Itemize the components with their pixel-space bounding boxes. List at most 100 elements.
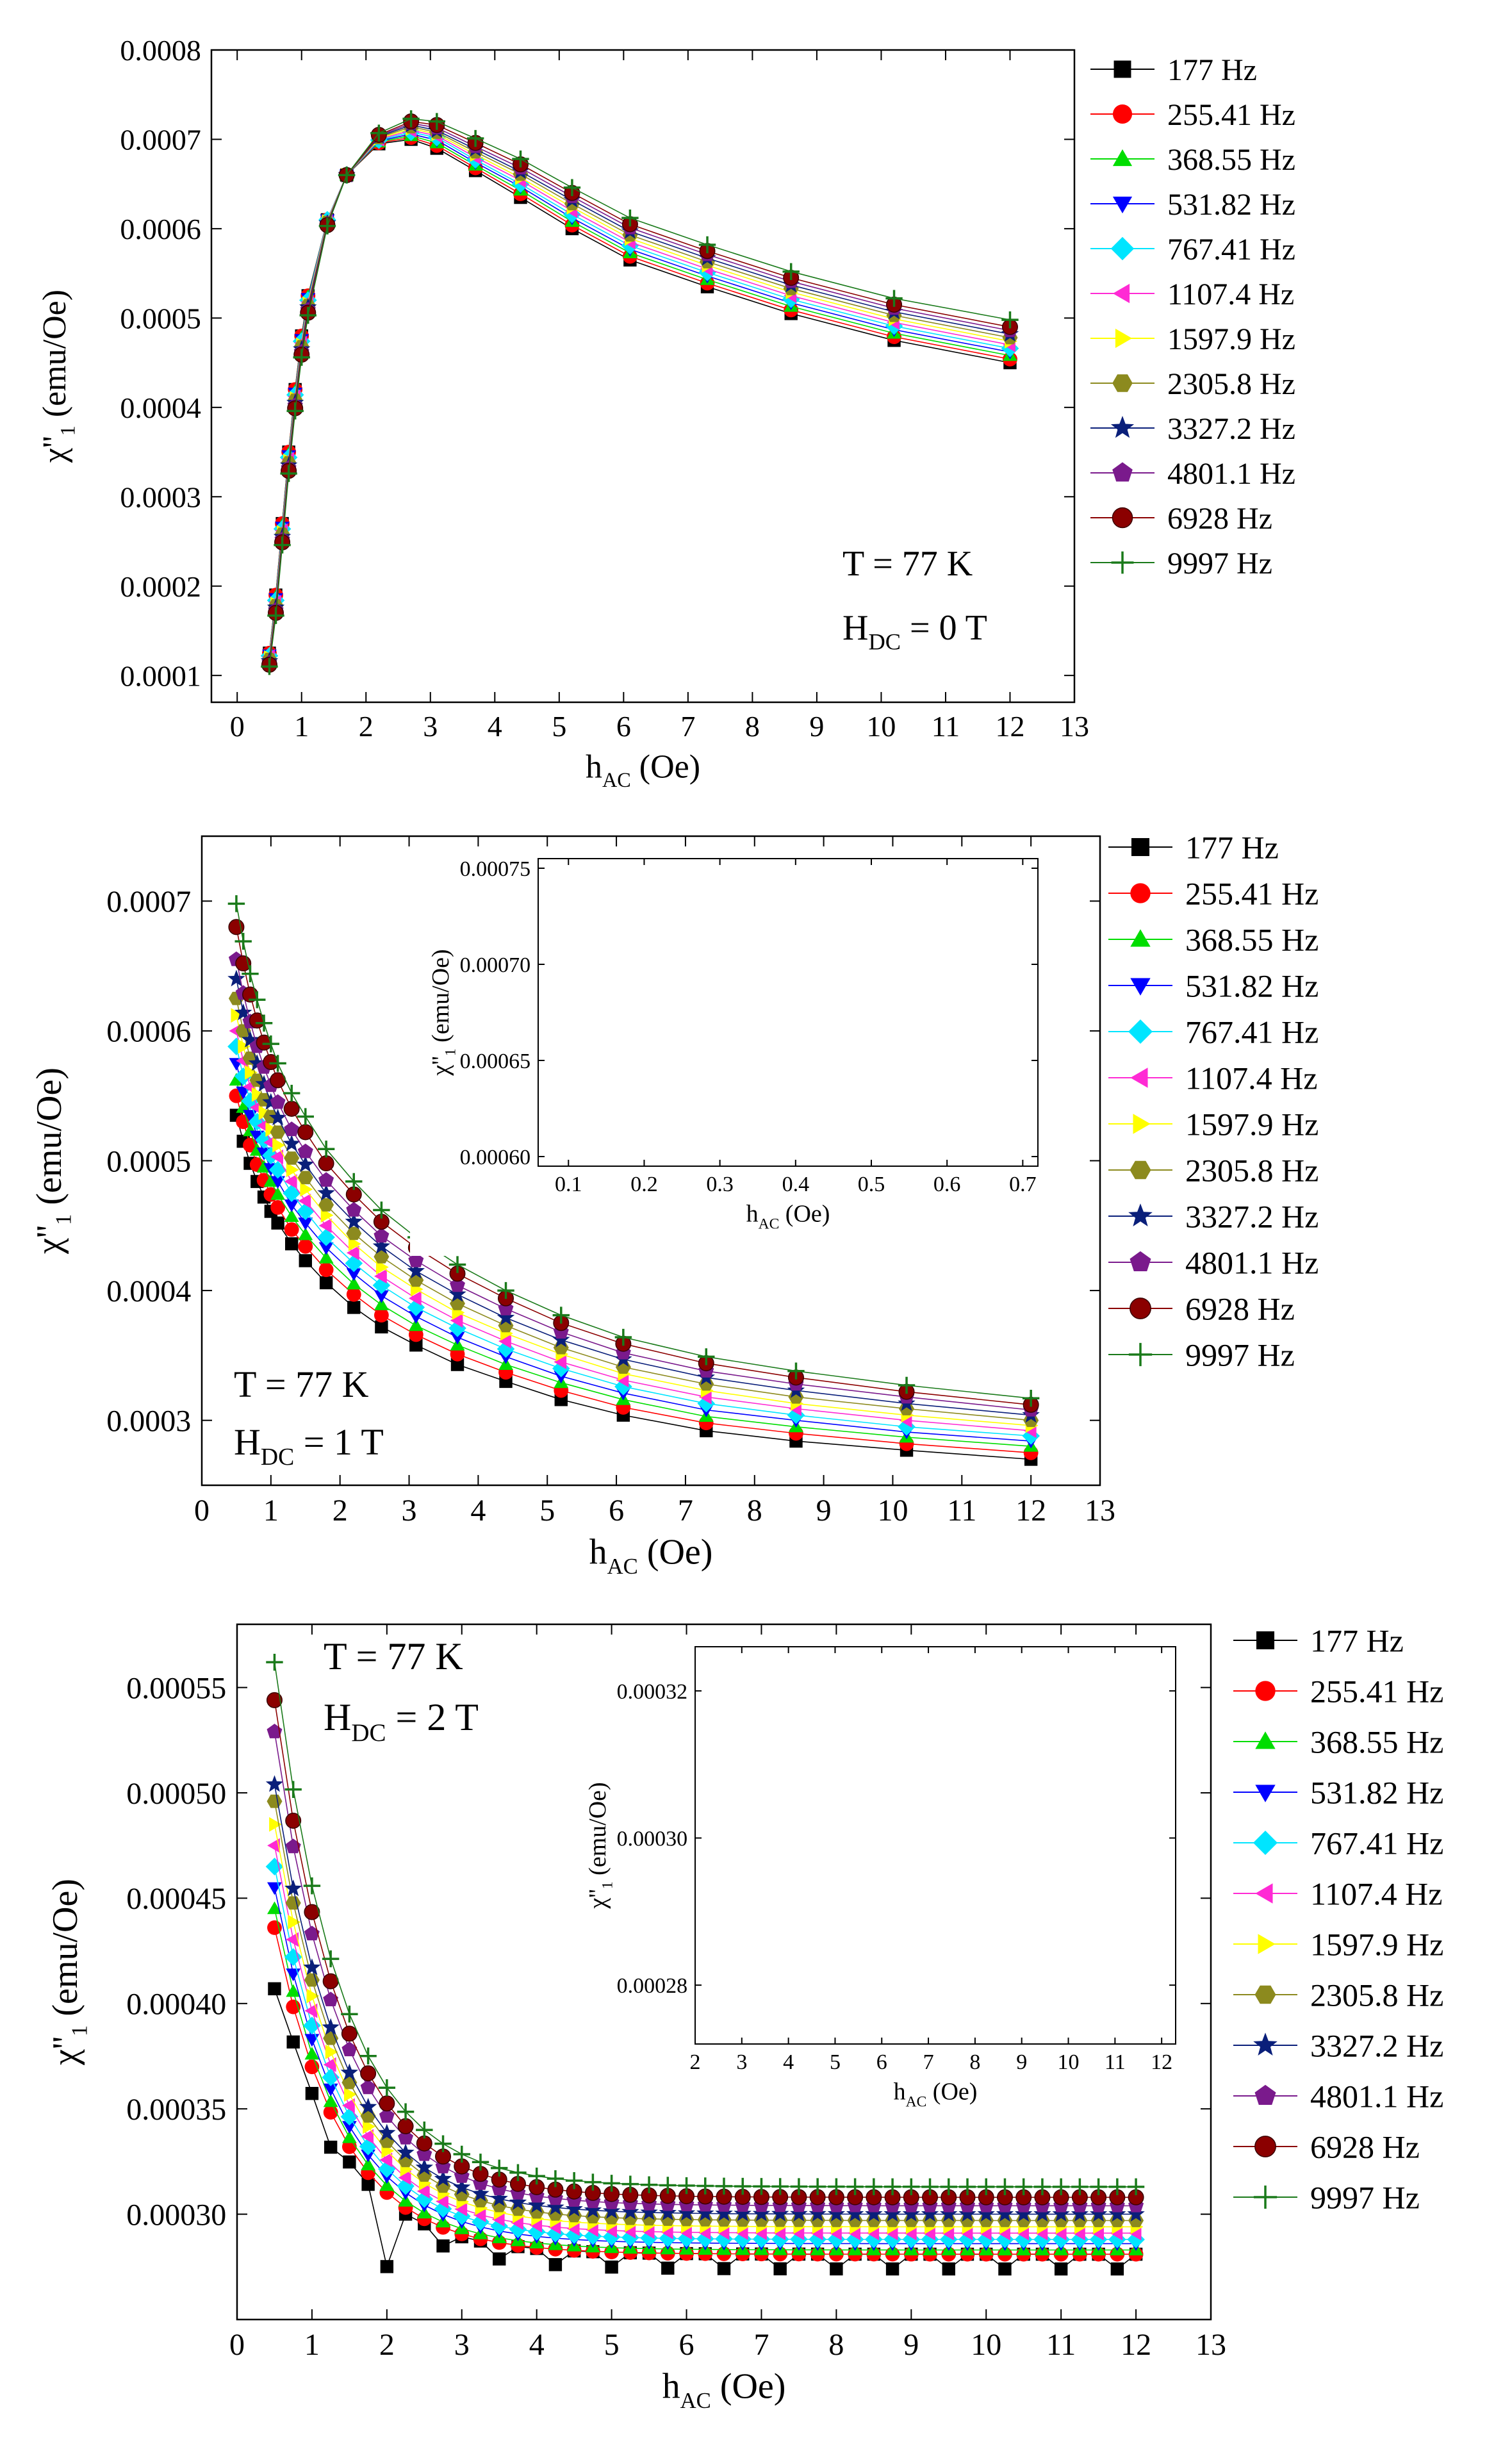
data-point — [903, 2178, 920, 2195]
legend-label: 368.55 Hz — [1310, 1724, 1443, 1760]
data-point — [1052, 2178, 1070, 2196]
series-9997 — [227, 895, 1040, 1407]
data-point — [1071, 2230, 1089, 2248]
series-6928 — [266, 1692, 1144, 2205]
inset-x-tick-label: 2 — [690, 2050, 701, 2074]
data-point — [552, 1330, 570, 1348]
data-point — [398, 2130, 414, 2145]
legend-marker — [1253, 1831, 1278, 1855]
data-point — [359, 2098, 377, 2114]
legend-marker — [1130, 883, 1151, 903]
data-point — [753, 2178, 770, 2195]
data-point — [397, 2103, 415, 2120]
data-point — [1127, 2230, 1145, 2248]
data-point — [284, 1121, 300, 1137]
data-point — [256, 1034, 272, 1051]
data-point — [472, 2184, 489, 2202]
data-point — [640, 2176, 658, 2193]
x-tick-label: 7 — [678, 1494, 693, 1528]
inset-x-axis-label: hAC (Oe) — [894, 2079, 978, 2111]
data-point — [715, 2230, 733, 2248]
data-point — [265, 1775, 284, 1792]
x-tick-label: 12 — [1015, 1494, 1046, 1528]
data-point — [398, 2170, 411, 2186]
data-point — [717, 2262, 731, 2275]
legend-label: 9997 Hz — [1310, 2180, 1420, 2216]
data-point — [1108, 2230, 1126, 2248]
data-point — [466, 129, 484, 147]
data-point — [1015, 2205, 1033, 2222]
annotation-temperature: T = 77 K — [324, 1635, 463, 1677]
data-point — [1052, 2230, 1070, 2248]
data-point — [552, 1359, 570, 1378]
legend-marker — [1110, 236, 1135, 261]
data-point — [341, 2025, 357, 2042]
x-tick-label: 9 — [903, 2328, 919, 2362]
data-point — [865, 2205, 883, 2222]
series-4801.1 — [228, 951, 1039, 1417]
y-tick-label: 0.0002 — [120, 570, 201, 603]
data-point — [231, 1008, 244, 1023]
legend-label: 1107.4 Hz — [1167, 277, 1294, 311]
data-point — [898, 1418, 916, 1436]
data-point — [265, 1858, 284, 1875]
legend-label: 4801.1 Hz — [1310, 2079, 1443, 2114]
data-point — [942, 2262, 955, 2276]
data-point — [372, 1237, 391, 1254]
data-point — [940, 2178, 957, 2196]
data-point — [317, 1228, 335, 1246]
data-point — [773, 2262, 787, 2276]
legend-label: 531.82 Hz — [1310, 1775, 1443, 1811]
data-point — [346, 1201, 362, 1217]
legend-label: 531.82 Hz — [1167, 188, 1295, 222]
data-point — [234, 1003, 252, 1021]
data-point — [268, 1108, 287, 1126]
legend-marker — [1128, 1342, 1153, 1367]
legend-label: 1597.9 Hz — [1167, 322, 1295, 356]
data-point — [402, 110, 420, 128]
data-point — [398, 2193, 413, 2207]
data-point — [317, 1183, 335, 1201]
legend-marker — [1130, 929, 1151, 947]
y-tick-label: 0.0006 — [120, 213, 201, 245]
data-point — [678, 2177, 695, 2195]
legend-marker — [1255, 1883, 1273, 1904]
data-point — [345, 1173, 363, 1191]
x-tick-label: 8 — [747, 1494, 762, 1528]
inset-data-point — [689, 1601, 701, 1613]
data-point — [323, 2031, 339, 2045]
data-point — [528, 2196, 546, 2213]
legend-label: 1597.9 Hz — [1185, 1107, 1319, 1142]
data-point — [306, 1988, 320, 2004]
data-point — [450, 1313, 463, 1328]
data-point — [236, 1100, 251, 1113]
data-point — [271, 1216, 284, 1230]
data-point — [298, 1217, 313, 1231]
data-point — [497, 1340, 515, 1358]
data-point — [436, 2194, 448, 2209]
data-point — [318, 1218, 332, 1233]
data-point — [318, 1172, 334, 1187]
x-tick-label: 2 — [333, 1494, 348, 1528]
x-tick-label: 7 — [680, 710, 695, 743]
legend-label: 6928 Hz — [1167, 502, 1272, 536]
data-point — [473, 2207, 486, 2223]
data-point — [1071, 2178, 1089, 2196]
y-tick-label: 0.0006 — [106, 1015, 191, 1049]
y-tick-label: 0.0007 — [120, 124, 201, 156]
data-point — [285, 1838, 301, 1854]
data-point — [322, 1950, 340, 1968]
data-point — [771, 2178, 789, 2195]
data-point — [453, 2178, 471, 2195]
data-point — [734, 2177, 752, 2195]
data-point — [379, 2178, 395, 2191]
data-point — [1022, 1390, 1040, 1407]
data-point — [497, 1282, 514, 1299]
x-tick-label: 2 — [379, 2328, 395, 2362]
data-point — [640, 2203, 658, 2220]
legend-label: 4801.1 Hz — [1167, 457, 1295, 491]
x-tick-label: 3 — [402, 1494, 417, 1528]
data-point — [378, 2079, 396, 2097]
x-axis-label: hAC (Oe) — [589, 1532, 713, 1579]
inset-x-tick-label: 0.3 — [706, 1173, 734, 1196]
